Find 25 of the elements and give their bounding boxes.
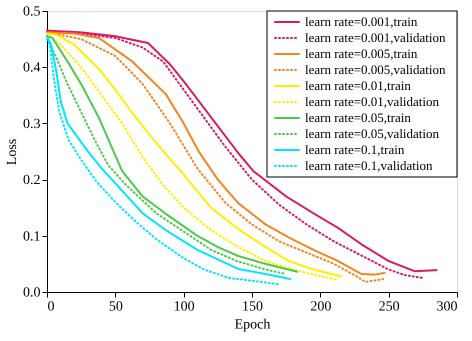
y-tick-label: 0.1 [23, 229, 40, 244]
legend-label: learn rate=0.1,train [305, 142, 405, 157]
y-tick-label: 0.5 [23, 4, 40, 20]
legend-label: learn rate=0.001,validation [305, 30, 446, 45]
x-axis-title: Epoch [234, 318, 270, 332]
y-tick-label: 0.0 [23, 286, 40, 300]
legend-label: learn rate=0.05,train [305, 110, 412, 125]
y-tick-label: 0.3 [23, 116, 40, 132]
legend-label: learn rate=0.1,validation [305, 158, 434, 173]
legend-label: learn rate=0.01,validation [305, 94, 440, 109]
x-tick-label: 250 [378, 300, 400, 314]
legend-label: learn rate=0.05,validation [305, 126, 440, 141]
x-tick-label: 100 [174, 300, 195, 314]
legend-label: learn rate=0.01,train [305, 78, 412, 93]
x-tick-label: 200 [310, 300, 332, 314]
y-tick-label: 0.2 [23, 173, 40, 188]
x-tick-label: 300 [436, 300, 458, 314]
x-tick-label: 0 [48, 300, 54, 314]
x-tick-label: 150 [242, 300, 263, 314]
x-tick-label: 50 [108, 300, 123, 314]
legend-label: learn rate=0.001,train [305, 14, 418, 29]
y-axis-title: Loss [5, 138, 20, 166]
y-tick-label: 0.4 [23, 60, 40, 76]
legend-label: learn rate=0.005,validation [305, 62, 446, 77]
legend-label: learn rate=0.005,train [305, 46, 418, 61]
